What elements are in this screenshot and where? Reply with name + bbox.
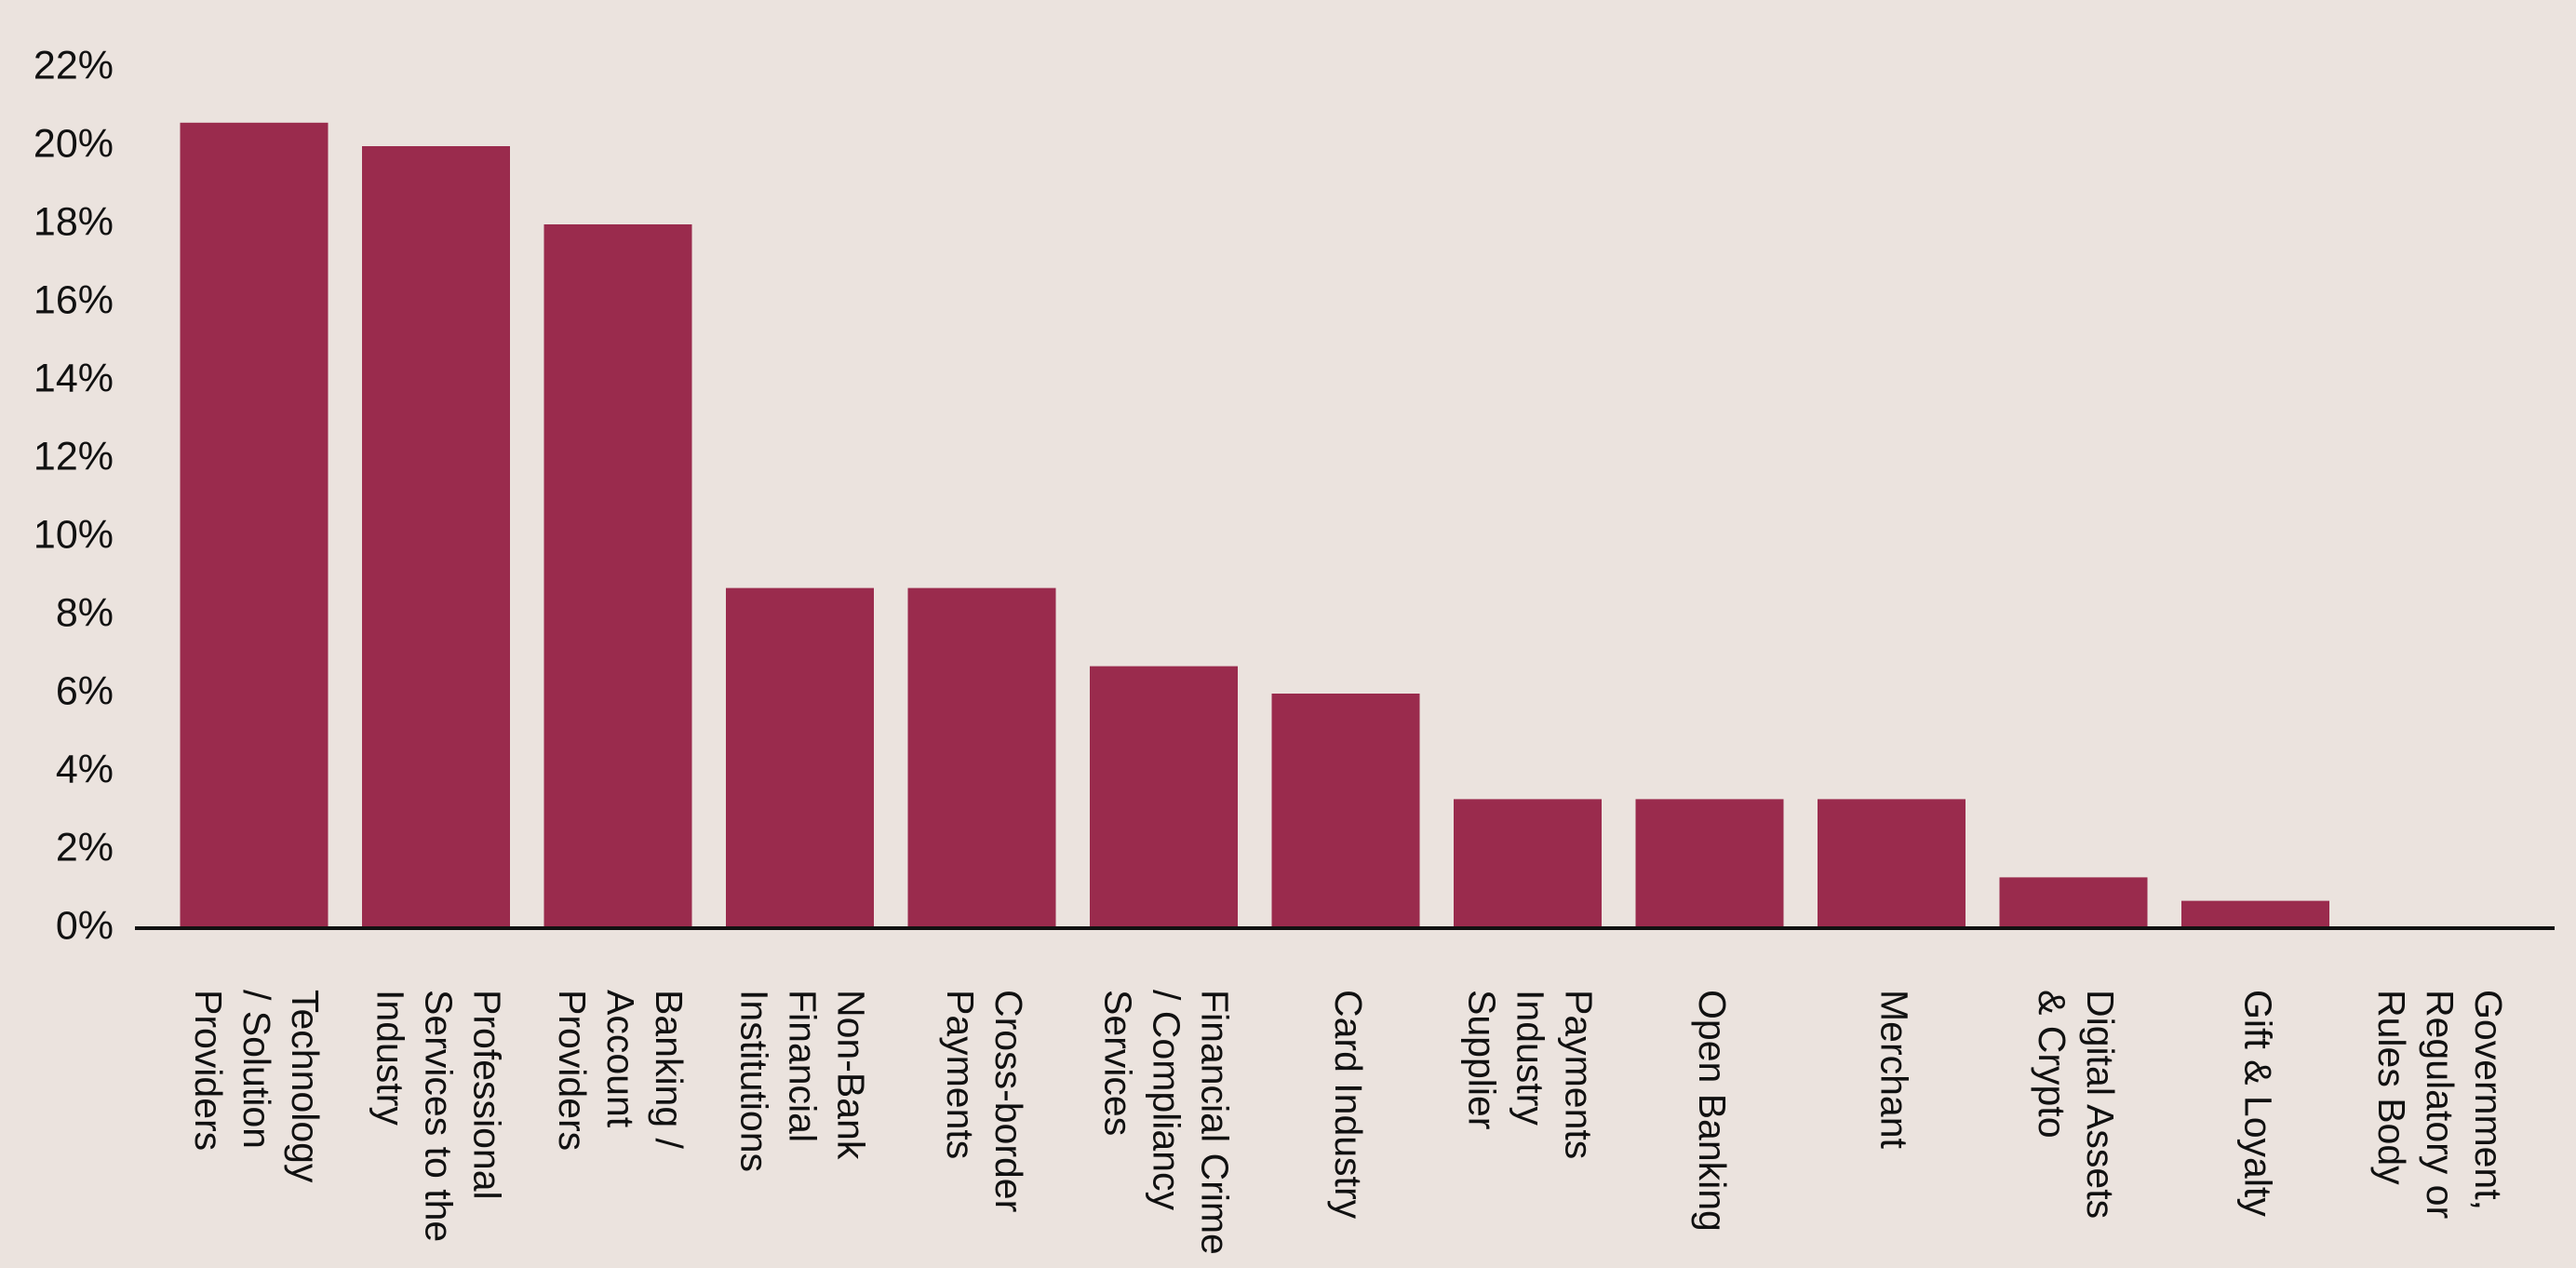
y-tick-label: 2% [56,825,114,870]
category-label-line: Industry [1509,990,1552,1126]
category-label-line: & Crypto [2031,990,2073,1139]
category-label: Gift & Loyalty [2237,990,2280,1217]
category-label: Merchant [1873,990,1916,1150]
category-label-line: Open Banking [1691,990,1734,1232]
category-label-line: Providers [187,990,230,1151]
category-label-line: Financial [782,990,825,1142]
category-label-line: Non-Bank [830,990,873,1160]
category-label-line: Financial Crime [1194,990,1237,1255]
category-label-line: Technology [284,990,327,1183]
category-label-line: Government, [2467,990,2510,1210]
bar [1635,799,1784,928]
bar [1271,694,1420,928]
category-label-line: Card Industry [1327,990,1370,1220]
category-label-line: Banking / [648,990,691,1150]
bar [1090,666,1238,928]
category-label-line: Digital Assets [2079,990,2122,1219]
category-label-line: Cross-border [987,990,1030,1212]
bar [180,122,329,929]
bar [1999,877,2148,928]
y-tick-label: 20% [34,121,114,166]
category-label-line: Payments [1558,990,1601,1159]
y-axis-ticks: 0% 2% 4% 6% 8% 10% 12% 14% 16% 18% 20% 22% [34,43,114,948]
bar [362,146,510,928]
category-label: Open Banking [1691,990,1734,1232]
category-label-line: Industry [369,990,412,1126]
category-label-line: Professional [466,990,509,1200]
y-tick-label: 6% [56,668,114,713]
bar [726,587,874,928]
category-label-line: Rules Body [2370,990,2413,1185]
bar [907,587,1056,928]
category-label: Digital Assets& Crypto [2031,990,2122,1219]
bars-group [180,122,2329,929]
y-tick-label: 14% [34,356,114,400]
category-label-line: Payments [939,990,982,1159]
y-tick-label: 10% [34,512,114,557]
category-label-line: Services [1097,990,1140,1136]
bar [543,224,692,928]
y-tick-label: 8% [56,590,114,635]
category-label-line: Merchant [1873,990,1916,1150]
category-label-line: Services to the [418,990,461,1242]
category-label-line: / Compliancy [1146,990,1188,1210]
y-tick-label: 0% [56,903,114,948]
category-label-line: Supplier [1461,990,1504,1129]
category-label-line: Account [599,990,642,1128]
y-tick-label: 18% [34,199,114,244]
y-tick-label: 12% [34,434,114,479]
bar [2181,900,2329,928]
category-label-line: Institutions [733,990,776,1172]
category-label-line: / Solution [235,990,278,1149]
y-tick-label: 16% [34,277,114,322]
category-label-line: Gift & Loyalty [2237,990,2280,1217]
bar [1818,799,1966,928]
category-label-line: Regulatory or [2419,990,2462,1219]
y-tick-label: 4% [56,747,114,791]
y-tick-label: 22% [34,43,114,88]
category-label: Card Industry [1327,990,1370,1220]
bar [1454,799,1602,928]
category-label-line: Providers [551,990,594,1151]
